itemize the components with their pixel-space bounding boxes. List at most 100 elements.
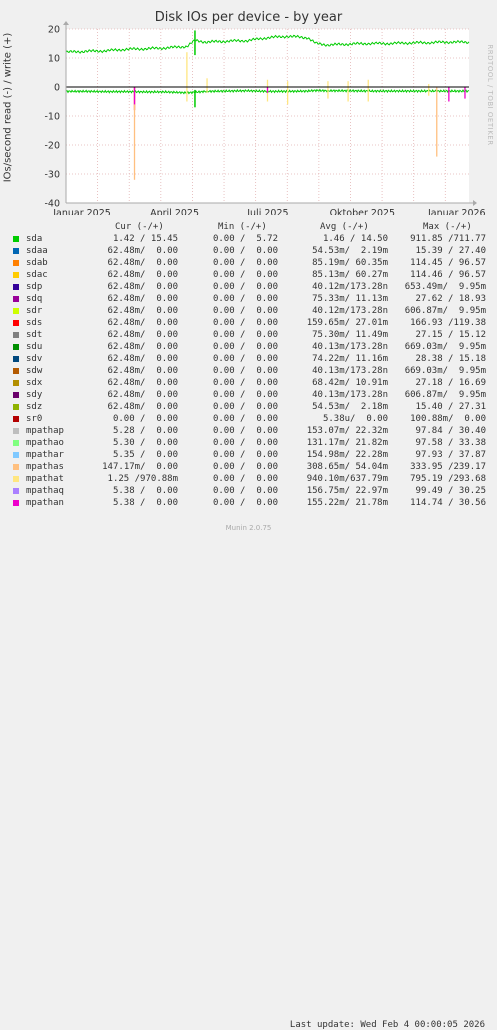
legend-max-sdz: 15.40 / 27.31 (415, 402, 486, 412)
legend-max-sds: 166.93 /119.38 (410, 318, 486, 328)
legend-avg-mpathar: 154.98m/ 22.28m (306, 450, 388, 460)
legend-max-mpathar: 97.93 / 37.87 (415, 450, 486, 460)
legend-min-sr0: 0.00 / 0.00 (212, 414, 278, 424)
legend-swatch-sdu (13, 344, 19, 350)
legend-avg-sdaa: 54.53m/ 2.19m (312, 246, 388, 256)
legend-avg-sdv: 74.22m/ 11.16m (312, 354, 388, 364)
legend-avg-mpathat: 940.10m/637.79m (306, 474, 388, 484)
x-tick-label: Juli 2025 (246, 208, 288, 215)
legend-swatch-sdac (13, 272, 19, 278)
legend-swatch-sdy (13, 392, 19, 398)
y-tick-label: -10 (44, 112, 60, 123)
legend-name-mpathap: mpathap (26, 426, 64, 436)
y-tick-label: 20 (48, 25, 60, 36)
legend-avg-mpathaq: 156.75m/ 22.97m (306, 486, 388, 496)
legend-swatch-mpathao (13, 440, 19, 446)
legend-name-mpathan: mpathan (26, 498, 64, 508)
legend-avg-mpathan: 155.22m/ 21.78m (306, 498, 388, 508)
legend-min-sdt: 0.00 / 0.00 (212, 330, 278, 340)
legend-avg-sdac: 85.13m/ 60.27m (312, 270, 388, 280)
legend-swatch-sdr (13, 308, 19, 314)
y-axis-arrow (63, 21, 69, 25)
legend-swatch-mpathaq (13, 488, 19, 494)
legend-swatch-sdz (13, 404, 19, 410)
legend-cur-sdac: 62.48m/ 0.00 (107, 270, 178, 280)
legend-min-sdw: 0.00 / 0.00 (212, 366, 278, 376)
legend-min-mpathan: 0.00 / 0.00 (212, 498, 278, 508)
legend-avg-sdy: 40.13m/173.28n (312, 390, 388, 400)
x-tick-label: Oktober 2025 (330, 208, 396, 215)
legend-max-sda: 911.85 /711.77 (410, 234, 486, 244)
legend-name-sdw: sdw (26, 366, 43, 376)
legend-name-sda: sda (26, 234, 43, 244)
legend-name-sdac: sdac (26, 270, 48, 280)
legend-avg-sdu: 40.13m/173.28n (312, 342, 388, 352)
legend-swatch-mpathas (13, 464, 19, 470)
legend-swatch-sds (13, 320, 19, 326)
legend-cur-sdy: 62.48m/ 0.00 (107, 390, 178, 400)
legend-swatch-sda (13, 236, 19, 242)
legend-name-sdv: sdv (26, 354, 43, 364)
legend-name-sdz: sdz (26, 402, 43, 412)
legend-cur-sds: 62.48m/ 0.00 (107, 318, 178, 328)
legend-name-sr0: sr0 (26, 414, 43, 424)
legend-name-sdq: sdq (26, 294, 43, 304)
legend-min-sdy: 0.00 / 0.00 (212, 390, 278, 400)
legend-max-sdx: 27.18 / 16.69 (415, 378, 486, 388)
last-update: Last update: Wed Feb 4 00:00:05 2026 (289, 1020, 485, 1030)
legend-name-sds: sds (26, 318, 43, 328)
legend-min-sdq: 0.00 / 0.00 (212, 294, 278, 304)
legend-name-sdu: sdu (26, 342, 43, 352)
legend-max-mpathan: 114.74 / 30.56 (410, 498, 486, 508)
legend-min-sdu: 0.00 / 0.00 (212, 342, 278, 352)
legend-swatch-mpathap (13, 428, 19, 434)
munin-version: Munin 2.0.75 (225, 524, 272, 532)
legend-cur-sdaa: 62.48m/ 0.00 (107, 246, 178, 256)
series-group (65, 30, 470, 180)
legend-cur-sdab: 62.48m/ 0.00 (107, 258, 178, 268)
legend-avg-sds: 159.65m/ 27.01m (306, 318, 388, 328)
legend-min-mpathao: 0.00 / 0.00 (212, 438, 278, 448)
legend-cur-sdx: 62.48m/ 0.00 (107, 378, 178, 388)
legend-max-sdaa: 15.39 / 27.40 (415, 246, 486, 256)
legend-name-mpathar: mpathar (26, 450, 64, 460)
legend-swatch-sdx (13, 380, 19, 386)
legend-max-mpathas: 333.95 /239.17 (410, 462, 486, 472)
legend-avg-sda: 1.46 / 14.50 (322, 234, 388, 244)
legend-max-sr0: 100.88m/ 0.00 (410, 414, 486, 424)
legend-max-mpathap: 97.84 / 30.40 (415, 426, 486, 436)
legend-swatch-sdab (13, 260, 19, 266)
legend-name-sdx: sdx (26, 378, 43, 388)
legend-name-mpathat: mpathat (26, 474, 64, 484)
legend-max-sdr: 606.87m/ 9.95m (404, 306, 486, 316)
legend-name-mpathao: mpathao (26, 438, 64, 448)
legend-max-mpathao: 97.58 / 33.38 (415, 438, 486, 448)
legend-cur-sdw: 62.48m/ 0.00 (107, 366, 178, 376)
legend-min-mpathat: 0.00 / 0.00 (212, 474, 278, 484)
legend-min-sdaa: 0.00 / 0.00 (212, 246, 278, 256)
legend-name-sdy: sdy (26, 390, 43, 400)
legend-min-mpathap: 0.00 / 0.00 (212, 426, 278, 436)
legend-min-sdz: 0.00 / 0.00 (212, 402, 278, 412)
legend-cur-mpathat: 1.25 /970.88m (107, 474, 178, 484)
legend-cur-mpathar: 5.35 / 0.00 (112, 450, 178, 460)
legend-swatch-sr0 (13, 416, 19, 422)
legend-cur-sdq: 62.48m/ 0.00 (107, 294, 178, 304)
legend-cur-mpathan: 5.38 / 0.00 (112, 498, 178, 508)
y-tick-label: 10 (48, 54, 60, 65)
x-tick-label: Januar 2025 (52, 208, 111, 215)
legend-max-mpathat: 795.19 /293.68 (410, 474, 486, 484)
legend-swatch-mpathar (13, 452, 19, 458)
legend-cur-mpathap: 5.28 / 0.00 (112, 426, 178, 436)
legend-max-mpathaq: 99.49 / 30.25 (415, 486, 486, 496)
legend-header-cur: Cur (-/+) (115, 222, 164, 232)
legend-cur-sdt: 62.48m/ 0.00 (107, 330, 178, 340)
legend-name-sdt: sdt (26, 330, 43, 340)
x-axis-arrow (473, 200, 477, 206)
legend-min-sdab: 0.00 / 0.00 (212, 258, 278, 268)
legend-avg-sr0: 5.38u/ 0.00 (322, 414, 388, 424)
legend-min-sds: 0.00 / 0.00 (212, 318, 278, 328)
legend-name-sdr: sdr (26, 306, 43, 316)
legend-swatch-mpathan (13, 500, 19, 506)
legend-avg-sdx: 68.42m/ 10.91m (312, 378, 388, 388)
